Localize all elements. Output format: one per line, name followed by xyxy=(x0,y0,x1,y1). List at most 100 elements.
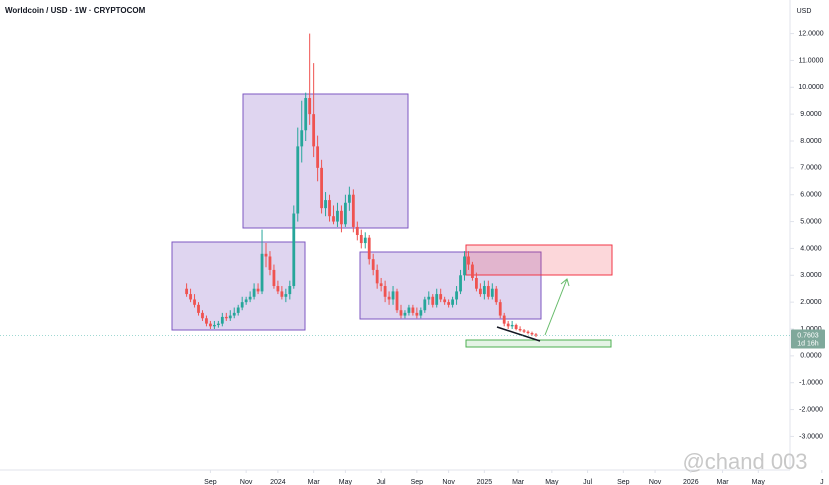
candle-body xyxy=(431,296,435,305)
candle-body xyxy=(292,213,296,287)
countdown-label: 1d 16h xyxy=(797,340,819,347)
y-tick-label: 4.0000 xyxy=(800,245,822,252)
candle-body xyxy=(284,294,288,297)
candle-body xyxy=(498,302,502,316)
last-price-label: 0.7603 xyxy=(797,332,819,339)
candle-body xyxy=(403,312,407,316)
candle-body xyxy=(216,323,220,325)
candle-body xyxy=(455,291,458,300)
candle-body xyxy=(193,299,196,305)
range-box xyxy=(171,241,306,331)
candle-body xyxy=(212,324,216,327)
x-tick-label: Sep xyxy=(411,479,424,485)
candle-body xyxy=(300,130,304,147)
y-tick-label: -1.0000 xyxy=(799,380,823,387)
y-tick-label: 3.0000 xyxy=(800,272,822,279)
candle-body xyxy=(264,253,268,257)
candle-body xyxy=(236,307,240,313)
y-tick-label: 0.0000 xyxy=(800,353,822,360)
y-tick-label: 8.0000 xyxy=(800,138,822,145)
x-tick-label: Nov xyxy=(240,479,253,485)
candle-body xyxy=(439,294,443,300)
candle-body xyxy=(482,286,486,295)
candle-body xyxy=(185,288,188,295)
x-tick-label: J xyxy=(820,479,824,485)
candle-body xyxy=(522,330,526,332)
candle-body xyxy=(506,323,510,327)
candle-body xyxy=(351,194,355,227)
candle-body xyxy=(419,310,423,316)
x-tick-label: Mar xyxy=(308,479,321,485)
candle-body xyxy=(288,286,292,295)
candle-body xyxy=(189,294,192,300)
candle-body xyxy=(324,200,327,209)
candle-body xyxy=(209,323,212,327)
x-tick-label: Sep xyxy=(204,479,217,485)
candle-body xyxy=(355,226,359,235)
drawings xyxy=(171,93,613,348)
candle-body xyxy=(475,277,478,289)
x-tick-label: 2026 xyxy=(683,479,699,485)
candles xyxy=(185,33,538,338)
x-tick-label: Mar xyxy=(512,479,525,485)
candle-body xyxy=(328,200,331,217)
candle-body xyxy=(272,269,276,287)
y-tick-label: 11.0000 xyxy=(799,57,824,64)
candle-body xyxy=(220,316,224,324)
candle-body xyxy=(268,256,272,270)
candle-body xyxy=(514,324,518,329)
candle-body xyxy=(320,167,323,209)
arrow xyxy=(544,278,568,336)
candle-body xyxy=(411,307,415,313)
candle-body xyxy=(336,210,339,222)
x-tick-label: Jul xyxy=(377,479,386,485)
candle-body xyxy=(367,237,371,260)
candle-body xyxy=(471,264,474,278)
candle-body xyxy=(530,333,534,335)
currency: USD xyxy=(797,8,812,15)
candle-body xyxy=(451,299,454,305)
candle-body xyxy=(423,299,427,311)
y-tick-label: 5.0000 xyxy=(800,218,822,225)
y-tick-label: -2.0000 xyxy=(799,406,823,413)
x-tick-label: Sep xyxy=(617,479,630,485)
candle-body xyxy=(443,299,447,303)
candle-body xyxy=(340,210,343,225)
arrow-head xyxy=(560,278,570,287)
candle-body xyxy=(244,299,248,303)
candle-body xyxy=(296,146,300,214)
candle-body xyxy=(240,302,244,308)
candle-body xyxy=(387,296,391,300)
candle-body xyxy=(359,235,363,244)
candle-body xyxy=(463,256,466,276)
candle-body xyxy=(427,296,431,300)
candle-body xyxy=(435,294,439,305)
candle-body xyxy=(312,114,316,147)
candle-body xyxy=(379,283,383,287)
candle-body xyxy=(375,269,379,284)
candle-body xyxy=(415,312,419,316)
candle-body xyxy=(371,259,375,270)
candle-body xyxy=(459,275,462,292)
candle-body xyxy=(304,98,308,131)
candle-body xyxy=(518,329,522,331)
candle-body xyxy=(332,216,335,222)
candle-body xyxy=(502,315,506,324)
candle-body xyxy=(534,334,538,336)
candle-body xyxy=(347,194,351,203)
x-tick-label: Jul xyxy=(583,479,592,485)
candle-body xyxy=(407,307,411,313)
candle-body xyxy=(228,315,232,319)
x-tick-label: 2025 xyxy=(477,479,493,485)
candle-body xyxy=(467,256,470,265)
candle-body xyxy=(383,286,387,297)
y-tick-label: 7.0000 xyxy=(800,165,822,172)
candle-body xyxy=(197,304,200,313)
y-tick-label: -3.0000 xyxy=(799,433,823,440)
candle-body xyxy=(395,291,399,311)
x-tick-label: Mar xyxy=(717,479,730,485)
range-box xyxy=(359,251,542,320)
